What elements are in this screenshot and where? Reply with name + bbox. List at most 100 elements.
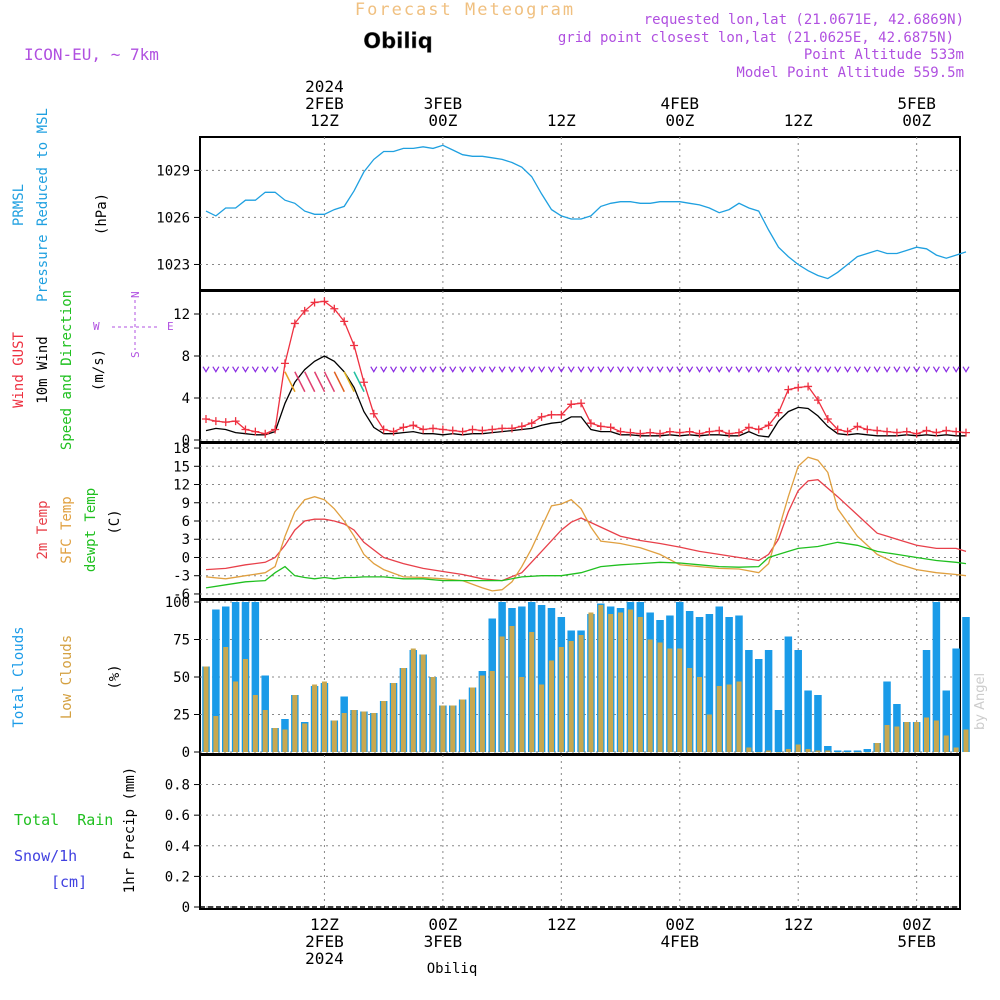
gust-point	[271, 425, 280, 434]
wind-direction-arrow-strong	[323, 371, 336, 393]
total-cloud-bar	[764, 650, 773, 752]
low-cloud-bar	[410, 648, 416, 752]
wind-direction-arrow	[765, 366, 773, 373]
top-time-label: 12Z	[310, 111, 339, 130]
low-cloud-bar	[963, 729, 969, 752]
p3-label-dewpt: dewpt Temp	[83, 488, 99, 572]
low-cloud-bar	[854, 752, 860, 753]
wind-direction-arrow	[261, 366, 269, 373]
p4-label-low: Low Clouds	[59, 635, 75, 719]
wind-direction-arrow-strong	[353, 371, 365, 393]
low-cloud-bar	[430, 677, 436, 752]
wind-direction-arrow	[429, 366, 437, 373]
low-cloud-bar	[568, 641, 574, 752]
wind-direction-arrow	[439, 366, 447, 373]
wind-direction-arrow	[715, 366, 723, 373]
wind-direction-arrow	[962, 366, 970, 373]
gust-point	[853, 422, 862, 431]
gust-point	[379, 425, 388, 434]
top-time-label: 2FEB	[305, 94, 344, 113]
wind-direction-arrow	[863, 366, 871, 373]
low-cloud-bar	[766, 750, 772, 752]
wind-direction-arrow	[488, 366, 496, 373]
low-cloud-bar	[312, 684, 318, 752]
gust-point	[626, 428, 635, 437]
wind-direction-arrow	[449, 366, 457, 373]
wind-direction-arrow	[695, 366, 704, 373]
wind-direction-arrow	[597, 366, 605, 373]
gust-point	[685, 427, 694, 436]
bottom-time-label: 12Z	[547, 915, 576, 934]
low-cloud-bar	[460, 699, 466, 752]
total-cloud-bar	[932, 602, 941, 752]
point-altitude: Point Altitude 533m	[804, 47, 964, 63]
gust-point	[883, 427, 892, 436]
bottom-time-label: 2024	[305, 949, 344, 968]
gust-point	[725, 429, 734, 438]
wind-direction-arrow	[409, 366, 417, 373]
gust-point	[330, 304, 339, 313]
gust-point	[606, 423, 615, 432]
wind-direction-arrow	[498, 366, 506, 373]
low-cloud-bar	[213, 716, 219, 752]
wind-direction-arrow	[547, 366, 555, 373]
location-title: Obiliq	[363, 29, 433, 53]
low-cloud-bar	[282, 729, 288, 752]
low-cloud-bar	[815, 750, 821, 752]
wind-direction-arrow	[538, 366, 546, 373]
low-cloud-bar	[608, 614, 614, 752]
wind-direction-arrow	[646, 366, 654, 373]
p2-label-speed: Speed and Direction	[59, 290, 75, 450]
total-cloud-bar	[774, 710, 783, 752]
wind-direction-arrow-strong	[294, 371, 306, 393]
wind-direction-arrow	[202, 366, 210, 373]
low-cloud-bar	[618, 612, 624, 752]
gust-point	[557, 410, 566, 419]
total-cloud-bar	[745, 650, 753, 752]
wind-direction-arrow	[883, 366, 891, 373]
low-cloud-bar	[489, 671, 495, 752]
wind-direction-arrow	[656, 366, 664, 373]
low-cloud-bar	[746, 747, 752, 752]
total-cloud-bar	[794, 650, 802, 752]
top-time-label: 00Z	[902, 111, 931, 130]
ytick-label-temperature-6: 12	[173, 478, 190, 494]
low-cloud-bar	[706, 714, 712, 752]
wind-direction-arrow	[932, 366, 940, 373]
wind-direction-arrow	[676, 366, 684, 373]
wind-direction-arrow	[528, 366, 536, 373]
low-cloud-bar	[805, 749, 811, 752]
pressure-line	[205, 144, 967, 280]
low-cloud-bar	[242, 659, 248, 752]
gust-point	[438, 425, 447, 434]
top-time-label: 12Z	[547, 111, 576, 130]
low-cloud-bar	[321, 681, 327, 752]
gust-point	[892, 428, 901, 437]
gust-point	[734, 428, 743, 437]
total-cloud-bar	[251, 602, 260, 752]
gust-point	[646, 428, 655, 437]
gust-point	[616, 427, 625, 436]
p1-unit: (hPa)	[94, 193, 110, 235]
low-cloud-bar	[845, 752, 851, 753]
gust-point	[932, 428, 941, 437]
total-cloud-bar	[853, 750, 862, 752]
wind-direction-arrow	[518, 366, 526, 373]
low-cloud-bar	[440, 705, 446, 752]
wind-direction-arrow	[212, 366, 220, 373]
wind-direction-arrow	[587, 366, 595, 373]
ytick-label-clouds-4: 100	[165, 595, 190, 611]
low-cloud-bar	[588, 612, 594, 752]
wind-direction-arrow	[390, 366, 398, 373]
gust-point	[813, 396, 822, 405]
gust-point	[942, 426, 951, 435]
low-cloud-bar	[519, 677, 525, 752]
bottom-time-label: 00Z	[428, 915, 457, 934]
gust-point	[912, 429, 921, 438]
wind-direction-arrow	[636, 366, 644, 373]
wind-direction-arrow	[804, 366, 812, 373]
p2-label-wind: 10m Wind	[35, 336, 51, 403]
wind-direction-arrow	[557, 366, 565, 373]
ytick-label-temperature-2: 0	[182, 550, 190, 566]
